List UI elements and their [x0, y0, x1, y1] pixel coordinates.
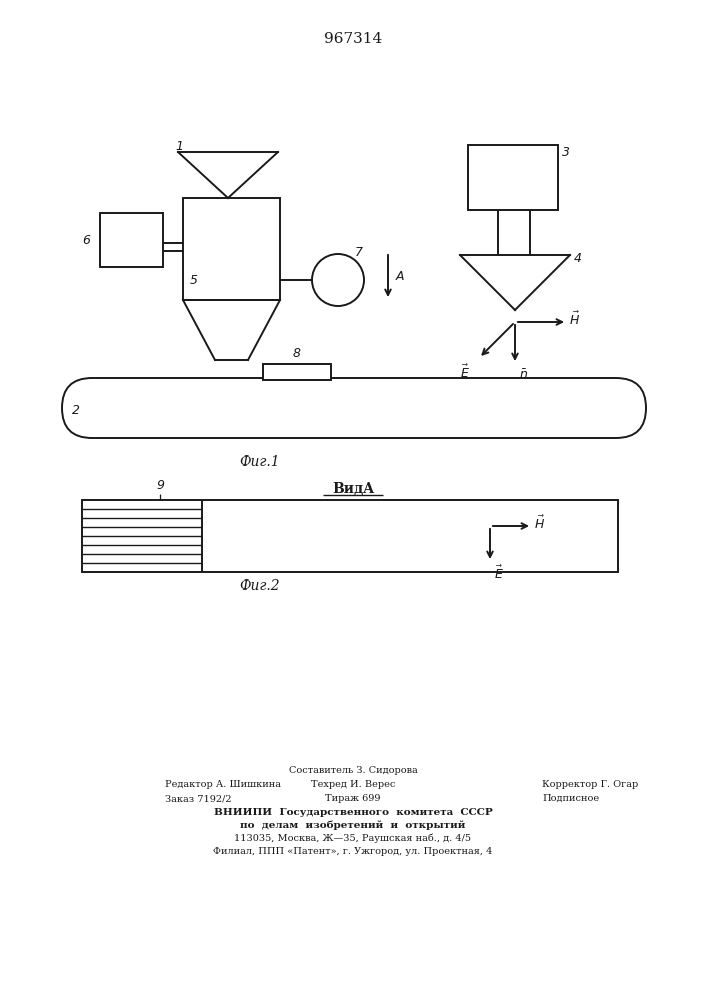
Text: Техред И. Верес: Техред И. Верес — [311, 780, 395, 789]
Text: Заказ 7192/2: Заказ 7192/2 — [165, 794, 232, 803]
Bar — [100, 213, 163, 267]
Text: 2: 2 — [72, 403, 80, 416]
Text: $\bar{n}$: $\bar{n}$ — [519, 368, 528, 382]
Text: 3: 3 — [562, 145, 570, 158]
Bar — [183, 198, 280, 300]
Text: $\vec{E}$: $\vec{E}$ — [494, 565, 504, 582]
Circle shape — [312, 254, 364, 306]
Text: 6: 6 — [82, 233, 90, 246]
Text: Составитель З. Сидорова: Составитель З. Сидорова — [288, 766, 417, 775]
Text: 4: 4 — [574, 251, 582, 264]
Text: 1: 1 — [175, 140, 183, 153]
Text: ВидA: ВидA — [332, 482, 374, 496]
Text: Подписное: Подписное — [542, 794, 599, 803]
Bar — [82, 500, 618, 572]
Text: Филиал, ППП «Патент», г. Ужгород, ул. Проектная, 4: Филиал, ППП «Патент», г. Ужгород, ул. Пр… — [214, 847, 493, 856]
FancyBboxPatch shape — [62, 378, 646, 438]
Text: Тираж 699: Тираж 699 — [325, 794, 381, 803]
Text: 113035, Москва, Ж—35, Раушская наб., д. 4/5: 113035, Москва, Ж—35, Раушская наб., д. … — [235, 834, 472, 843]
Text: Фиг.2: Фиг.2 — [240, 579, 280, 593]
Text: 8: 8 — [293, 347, 301, 360]
Text: 7: 7 — [355, 245, 363, 258]
Text: ВНИИПИ  Государственного  комитета  СССР: ВНИИПИ Государственного комитета СССР — [214, 808, 492, 817]
Bar — [263, 364, 331, 380]
Text: по  делам  изобретений  и  открытий: по делам изобретений и открытий — [240, 820, 466, 830]
Text: $\vec{E}$: $\vec{E}$ — [460, 364, 470, 381]
Text: 5: 5 — [190, 273, 198, 286]
Bar — [468, 145, 558, 210]
Text: Редактор А. Шишкина: Редактор А. Шишкина — [165, 780, 281, 789]
Text: $\vec{H}$: $\vec{H}$ — [569, 310, 580, 328]
Text: 9: 9 — [156, 479, 164, 492]
Text: $\vec{H}$: $\vec{H}$ — [534, 514, 545, 532]
Text: 967314: 967314 — [324, 32, 382, 46]
Text: Корректор Г. Огар: Корректор Г. Огар — [542, 780, 638, 789]
Text: A: A — [396, 269, 404, 282]
Text: Фиг.1: Фиг.1 — [240, 455, 280, 469]
